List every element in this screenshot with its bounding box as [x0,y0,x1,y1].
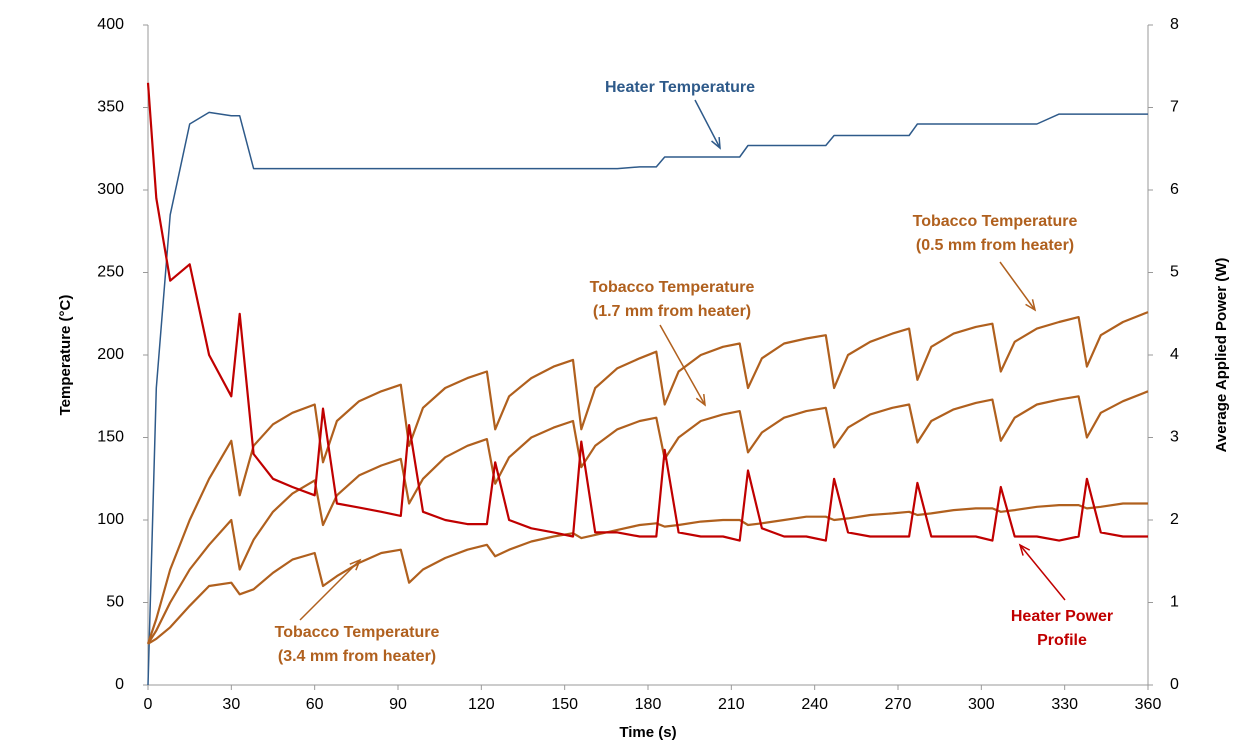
annotation-text: Profile [1037,632,1087,649]
annotation-arrowhead [1018,543,1031,556]
x-tick-label: 300 [968,696,995,713]
series-line [147,502,1148,645]
y-tick-label: 400 [97,16,124,33]
y2-tick-label: 1 [1170,594,1179,611]
y2-tick-label: 0 [1170,676,1179,693]
y-tick-label: 350 [97,99,124,116]
y2-tick-label: 8 [1170,16,1179,33]
x-tick-label: 60 [306,696,324,713]
x-tick-label: 270 [885,696,912,713]
series-line [146,311,1149,645]
annotation-arrowhead [695,393,706,407]
y-tick-label: 250 [97,264,124,281]
annotation-arrow [694,99,721,149]
y-tick-label: 300 [97,181,124,198]
annotation-text: Tobacco Temperature [275,624,440,641]
annotation-arrowhead [711,136,721,150]
annotation-text: Tobacco Temperature [590,279,755,296]
y-tick-label: 50 [106,594,124,611]
y2-axis-label: Average Applied Power (W) [1213,258,1230,453]
x-tick-label: 210 [718,696,745,713]
annotation-text: Heater Temperature [605,79,755,96]
annotation-text: (1.7 mm from heater) [593,303,751,320]
x-tick-label: 150 [551,696,578,713]
x-tick-label: 180 [635,696,662,713]
y2-tick-label: 4 [1170,346,1179,363]
y2-tick-label: 2 [1170,511,1179,528]
x-tick-label: 240 [801,696,828,713]
x-tick-label: 30 [222,696,240,713]
annotation-text: (3.4 mm from heater) [278,648,436,665]
series-line [147,111,1148,686]
x-tick-label: 330 [1051,696,1078,713]
series-line [147,390,1149,645]
y-tick-label: 0 [115,676,124,693]
y-tick-label: 200 [97,346,124,363]
x-tick-label: 0 [144,696,153,713]
x-axis-label: Time (s) [619,724,676,741]
annotation-text: (0.5 mm from heater) [916,237,1074,254]
y-tick-label: 100 [97,511,124,528]
x-tick-label: 120 [468,696,495,713]
y2-tick-label: 5 [1170,264,1179,281]
annotation-arrowhead [1025,299,1037,312]
y2-tick-label: 6 [1170,181,1179,198]
annotation-arrow [659,324,706,406]
x-tick-label: 90 [389,696,407,713]
y-axis-label: Temperature (°C) [57,295,74,416]
annotation-arrow [299,559,361,621]
annotation-text: Tobacco Temperature [913,213,1078,230]
y2-tick-label: 7 [1170,99,1179,116]
annotation-arrow [999,261,1036,311]
series-line [146,82,1148,542]
annotation-arrow [1019,544,1066,601]
x-tick-label: 360 [1135,696,1162,713]
y-tick-label: 150 [97,429,124,446]
annotation-text: Heater Power [1011,608,1113,625]
annotation-arrowhead [349,558,362,571]
y2-tick-label: 3 [1170,429,1179,446]
